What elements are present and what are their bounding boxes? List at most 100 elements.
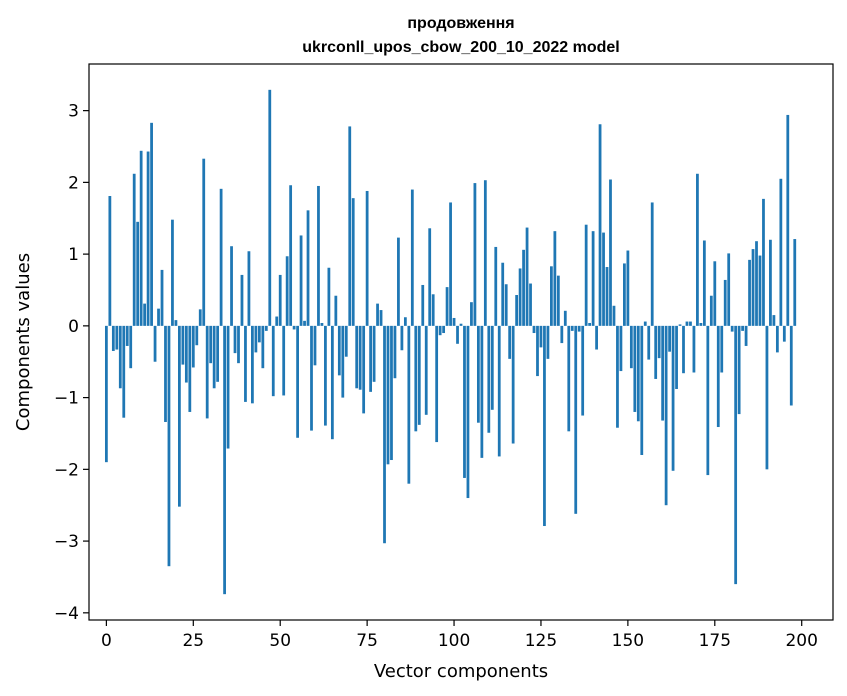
bars-group: [104, 89, 797, 595]
bar-143: [602, 232, 605, 326]
chart-title-line1: продовження: [407, 15, 514, 32]
bar-59: [310, 325, 313, 431]
bar-128: [550, 266, 553, 326]
bar-118: [515, 295, 519, 326]
bar-19: [171, 219, 174, 326]
bar-148: [619, 325, 623, 372]
bar-158: [654, 325, 658, 379]
bar-0: [104, 325, 108, 463]
bar-173: [706, 325, 710, 476]
bar-178: [723, 279, 727, 326]
bar-4: [118, 325, 122, 389]
bar-179: [727, 253, 731, 326]
bar-110: [487, 325, 491, 433]
bar-120: [522, 249, 525, 326]
bar-86: [403, 317, 407, 326]
bar-195: [782, 325, 786, 342]
bar-171: [699, 322, 703, 326]
bar-184: [744, 325, 748, 346]
bar-125: [539, 325, 543, 348]
bar-2: [111, 325, 115, 351]
bar-197: [789, 325, 793, 406]
bar-164: [675, 325, 678, 389]
bar-102: [459, 323, 463, 326]
x-tick-label: 50: [269, 631, 291, 651]
bar-80: [383, 325, 386, 544]
bar-101: [456, 325, 459, 344]
bar-50: [278, 274, 282, 326]
bar-137: [581, 325, 585, 416]
y-tick-label: −1: [54, 389, 79, 409]
bar-45: [261, 325, 265, 369]
bar-155: [643, 321, 647, 326]
bar-165: [678, 324, 682, 326]
bar-6: [125, 325, 129, 346]
bar-82: [390, 325, 393, 461]
bar-65: [330, 325, 334, 440]
bar-47: [268, 89, 272, 326]
bar-16: [160, 269, 164, 326]
bar-99: [449, 202, 452, 326]
y-tick-label: −3: [54, 532, 79, 552]
bar-51: [282, 325, 286, 396]
x-tick-label: 100: [438, 631, 470, 651]
bar-136: [577, 325, 581, 332]
bar-100: [452, 317, 456, 326]
y-tick-label: 0: [68, 317, 79, 337]
bar-55: [296, 325, 299, 438]
bar-31: [212, 325, 216, 389]
bar-63: [324, 325, 327, 426]
bar-159: [657, 325, 661, 359]
bar-108: [480, 325, 484, 458]
bar-113: [497, 325, 501, 457]
bar-141: [595, 325, 598, 350]
bar-185: [748, 259, 751, 326]
y-axis-label: Components values: [13, 253, 34, 431]
bar-32: [216, 325, 220, 382]
bar-176: [716, 325, 720, 428]
bar-29: [205, 325, 209, 419]
y-tick-label: 1: [68, 245, 79, 265]
bar-198: [793, 239, 797, 326]
bar-53: [289, 185, 293, 326]
bar-153: [636, 325, 640, 422]
bar-20: [174, 320, 178, 326]
bar-58: [306, 210, 310, 326]
bar-17: [164, 325, 167, 422]
bar-37: [233, 325, 237, 354]
bar-142: [598, 124, 602, 326]
bar-7: [129, 325, 133, 369]
bar-13: [150, 122, 153, 326]
bar-190: [765, 325, 769, 470]
bar-105: [470, 302, 473, 326]
bar-167: [685, 321, 689, 326]
x-tick-label: 75: [356, 631, 378, 651]
bar-146: [612, 305, 616, 326]
bar-144: [605, 267, 609, 326]
bar-68: [341, 325, 345, 398]
bar-85: [400, 325, 404, 351]
bar-104: [466, 325, 470, 499]
bar-147: [616, 325, 619, 428]
bar-25: [191, 325, 195, 368]
bar-187: [755, 241, 758, 326]
bar-38: [237, 325, 240, 364]
bar-124: [536, 325, 539, 377]
bar-88: [410, 189, 414, 326]
bar-1: [108, 196, 112, 326]
bar-33: [219, 188, 223, 326]
bar-154: [640, 325, 644, 455]
bar-72: [355, 325, 359, 389]
bar-76: [369, 325, 372, 392]
bar-97: [442, 325, 446, 334]
bar-112: [494, 246, 498, 326]
bar-129: [553, 231, 557, 326]
bar-180: [730, 325, 734, 332]
bar-98: [445, 287, 449, 326]
bar-36: [230, 246, 233, 326]
bar-42: [251, 325, 254, 404]
bar-162: [668, 325, 671, 352]
bar-177: [720, 325, 724, 373]
bar-91: [421, 284, 425, 326]
